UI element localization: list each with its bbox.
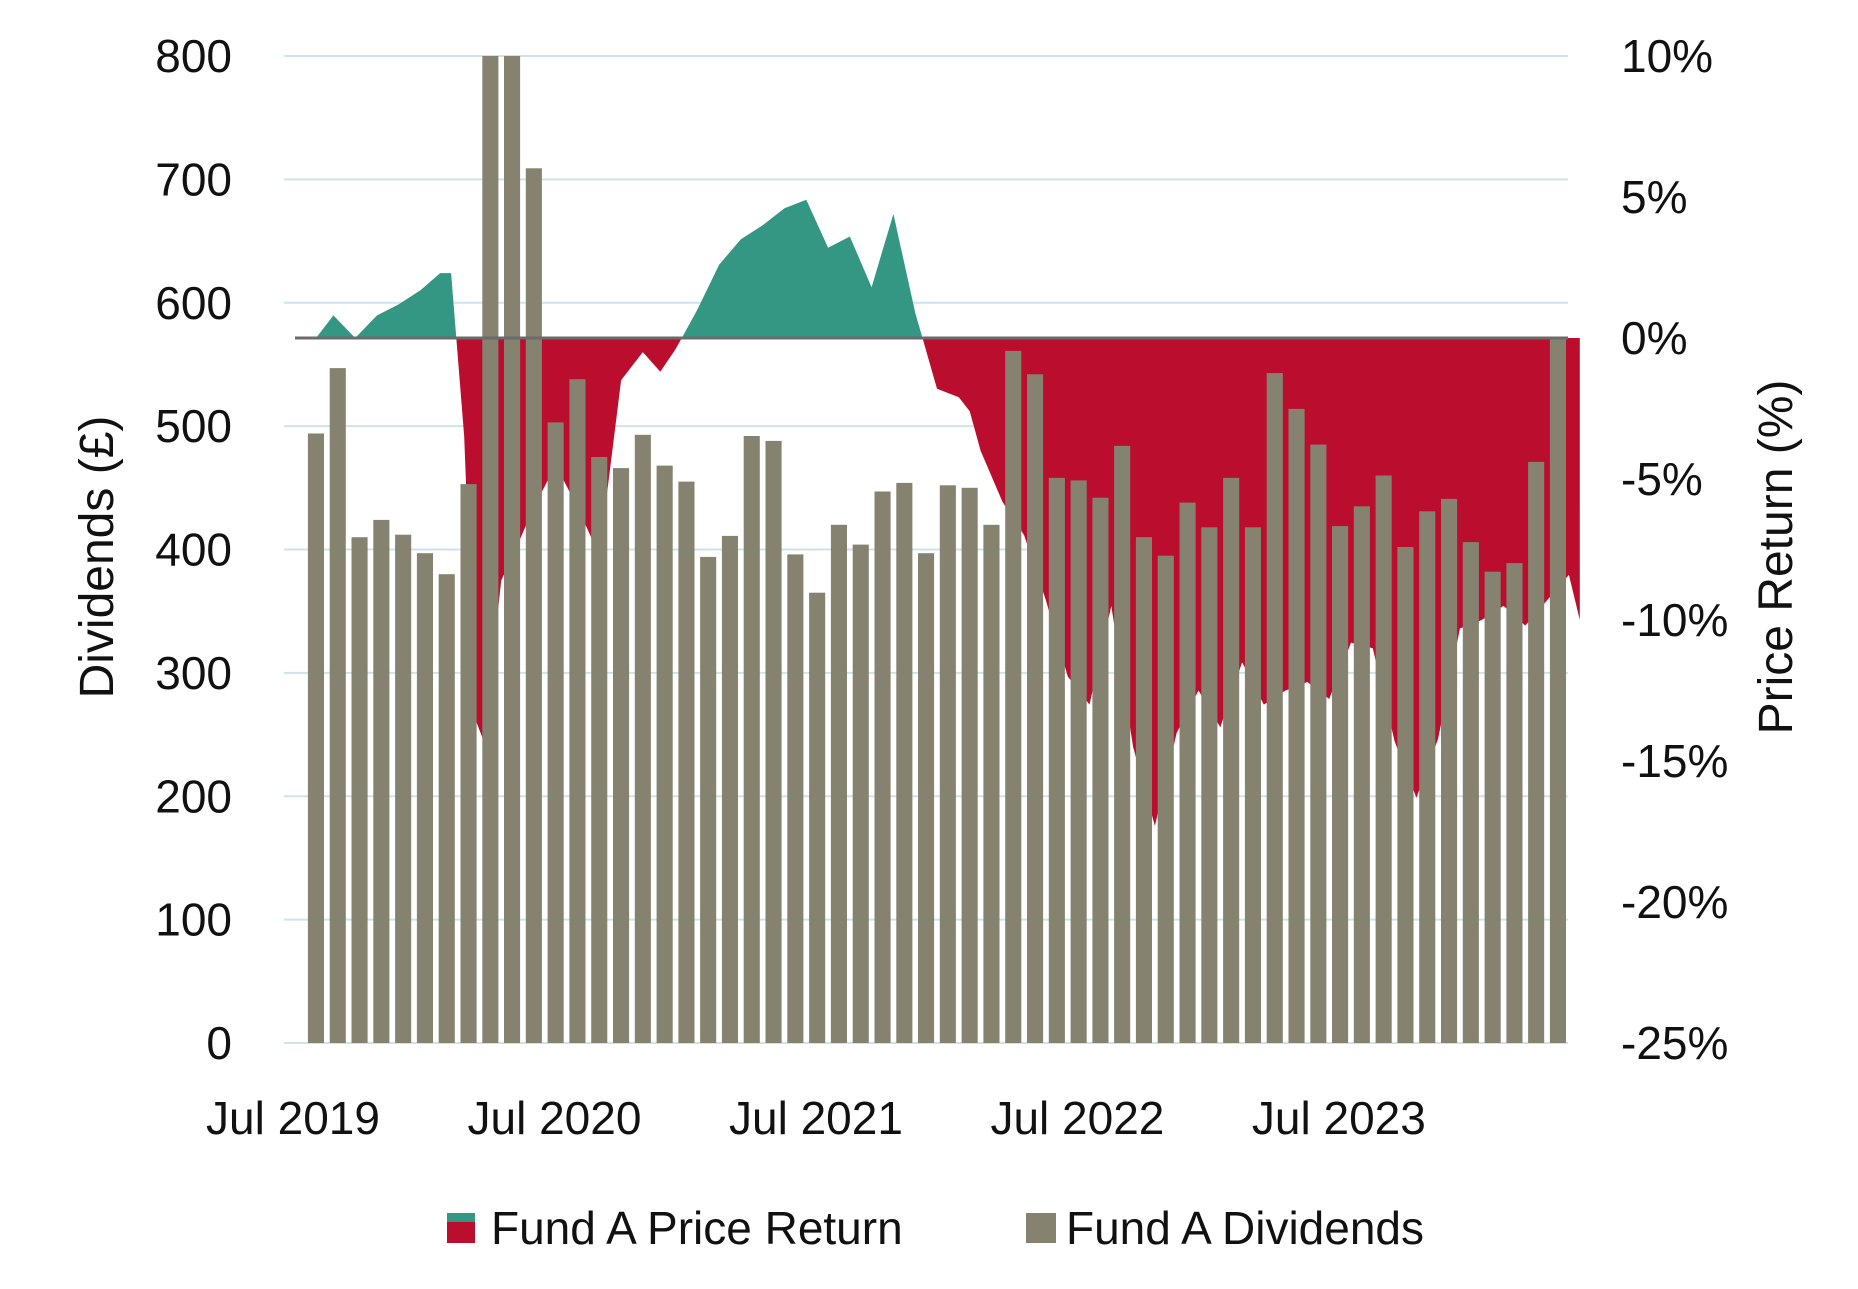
dividend-bar: [307, 433, 324, 1043]
dividend-bar: [547, 422, 564, 1043]
dividend-bar: [634, 434, 651, 1043]
dividend-bar: [460, 484, 477, 1044]
x-tick-label: Jul 2019: [206, 1092, 380, 1144]
dividend-bar: [1201, 527, 1218, 1043]
dividend-bar: [1332, 526, 1349, 1043]
dividend-bar: [721, 535, 738, 1043]
dividend-bar: [504, 56, 521, 1043]
right-tick-label: -5%: [1621, 453, 1703, 505]
legend-label-price-return: Fund A Price Return: [491, 1202, 903, 1254]
dividend-bar: [1353, 506, 1370, 1043]
left-tick-label: 400: [155, 524, 232, 576]
dividend-bar: [809, 592, 826, 1043]
dividend-bar: [961, 487, 978, 1043]
dividend-bar: [1419, 511, 1436, 1043]
left-tick-label: 700: [155, 153, 232, 205]
right-tick-label: -20%: [1621, 876, 1728, 928]
dividend-bar: [830, 524, 847, 1043]
dividend-bar: [1375, 475, 1392, 1043]
legend-swatch-dividends: [1026, 1213, 1056, 1243]
dividend-bar: [1005, 350, 1022, 1043]
left-tick-label: 100: [155, 894, 232, 946]
dividend-bar: [1114, 445, 1131, 1043]
price-return-negative-area: [316, 338, 1580, 826]
dividend-bar: [1179, 502, 1196, 1044]
dividend-bar: [1397, 547, 1414, 1043]
dividend-bar: [896, 482, 913, 1043]
x-tick-label: Jul 2020: [468, 1092, 642, 1144]
dividend-bar: [591, 457, 608, 1043]
dividend-bar: [1441, 498, 1458, 1043]
left-tick-label: 500: [155, 400, 232, 452]
dividend-bar: [1506, 563, 1523, 1043]
dividend-bar: [1528, 461, 1545, 1043]
dividend-bar: [939, 485, 956, 1043]
left-axis-ticks: 0 100 200 300 400 500 600 700 800: [155, 30, 232, 1069]
right-tick-label: 5%: [1621, 171, 1687, 223]
price-return-positive-area: [316, 199, 1580, 338]
legend-swatch-price-return-bottom: [447, 1222, 475, 1243]
dividend-bar: [1266, 373, 1283, 1044]
dividend-bar: [569, 379, 586, 1043]
dividend-bar: [613, 468, 630, 1044]
dividend-bar: [416, 553, 433, 1043]
dividend-bar: [765, 440, 782, 1043]
dividend-bar: [1135, 537, 1152, 1043]
dividend-bar: [678, 481, 695, 1044]
left-tick-label: 0: [206, 1017, 232, 1069]
dividend-bar: [656, 465, 673, 1044]
dividend-bar: [1027, 374, 1044, 1043]
price-return-area: [316, 199, 1580, 826]
dividend-bar: [852, 544, 869, 1043]
x-axis-ticks: Jul 2019 Jul 2020 Jul 2021 Jul 2022 Jul 2023: [206, 1092, 1426, 1144]
dividend-bar: [351, 537, 368, 1043]
dividend-bar: [1048, 477, 1065, 1043]
dividend-bar: [787, 554, 804, 1043]
right-tick-label: -10%: [1621, 594, 1728, 646]
dividend-bar: [482, 56, 499, 1043]
dividend-bar: [1070, 480, 1087, 1043]
legend-swatch-price-return-top: [447, 1213, 475, 1222]
dividend-bar: [983, 524, 1000, 1043]
left-tick-label: 800: [155, 30, 232, 82]
left-axis-title: Dividends (£): [71, 416, 124, 699]
dividend-bar: [525, 168, 542, 1044]
x-tick-label: Jul 2023: [1252, 1092, 1426, 1144]
legend-item-dividends: Fund A Dividends: [1026, 1202, 1424, 1254]
dividend-bar: [743, 436, 760, 1043]
left-tick-label: 600: [155, 277, 232, 329]
dividend-bar: [438, 574, 455, 1043]
dividend-bar: [1244, 527, 1261, 1043]
dividend-bar: [874, 491, 891, 1043]
legend: Fund A Price Return Fund A Dividends: [447, 1202, 1424, 1254]
dividend-bar: [1157, 555, 1174, 1043]
dividend-bar: [700, 556, 717, 1043]
right-tick-label: 0%: [1621, 312, 1687, 364]
x-tick-label: Jul 2021: [729, 1092, 903, 1144]
dividend-bar: [1462, 542, 1479, 1043]
dividend-bar: [1549, 338, 1566, 1043]
dividend-bar: [373, 519, 390, 1043]
right-tick-label: -15%: [1621, 735, 1728, 787]
dividend-bar: [1484, 571, 1501, 1043]
right-axis-title: Price Return (%): [1750, 380, 1803, 735]
right-tick-label: 10%: [1621, 30, 1713, 82]
dividend-bar: [1223, 477, 1240, 1043]
right-tick-label: -25%: [1621, 1017, 1728, 1069]
dividend-bars: [307, 56, 1566, 1044]
dividend-bar: [329, 368, 346, 1044]
right-axis-ticks: -25% -20% -15% -10% -5% 0% 5% 10%: [1621, 30, 1728, 1069]
dividend-bar: [1310, 444, 1327, 1044]
x-tick-label: Jul 2022: [990, 1092, 1164, 1144]
legend-label-dividends: Fund A Dividends: [1066, 1202, 1424, 1254]
dividend-bar: [918, 553, 935, 1043]
left-tick-label: 200: [155, 770, 232, 822]
dividend-bar: [1288, 408, 1305, 1043]
left-tick-label: 300: [155, 647, 232, 699]
dividend-bar: [395, 534, 412, 1043]
dividend-bar: [1092, 497, 1109, 1043]
legend-item-price-return: Fund A Price Return: [447, 1202, 903, 1254]
